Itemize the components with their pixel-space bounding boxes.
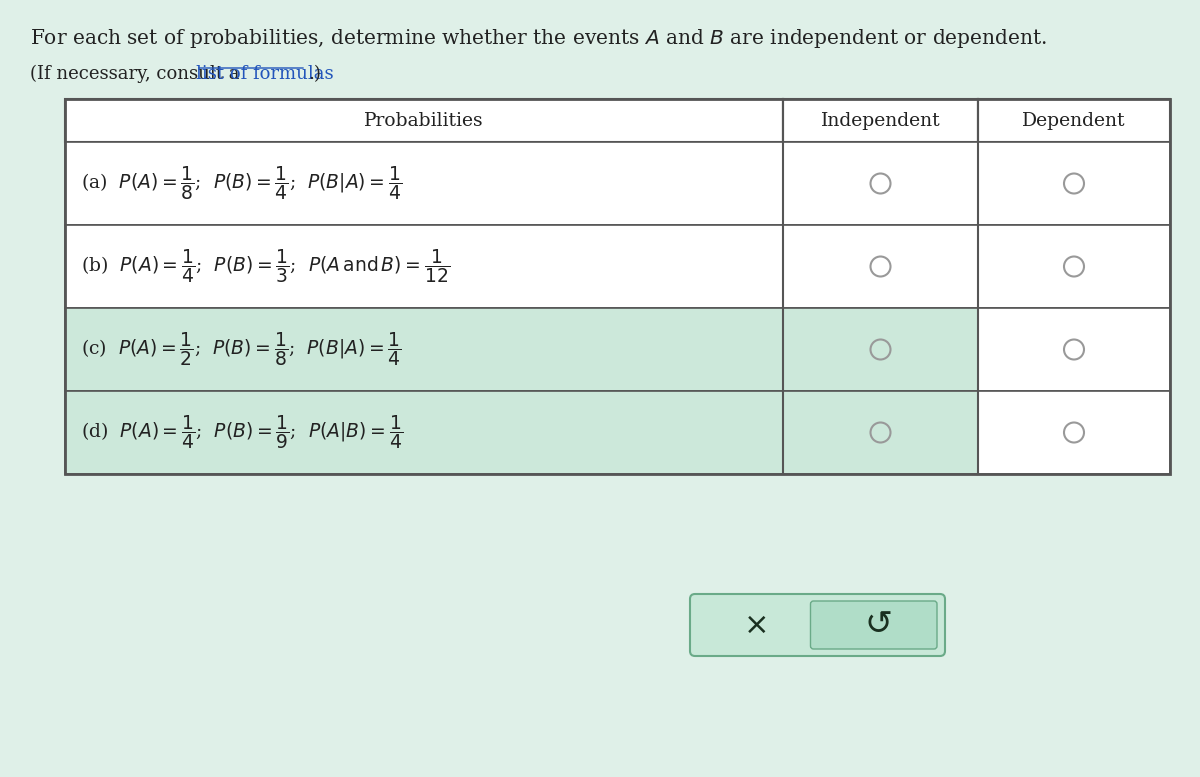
FancyBboxPatch shape <box>810 601 937 649</box>
Text: .): .) <box>308 65 320 83</box>
FancyBboxPatch shape <box>690 594 946 656</box>
Bar <box>978 142 1170 225</box>
Bar <box>65 99 1170 474</box>
Bar <box>65 391 784 474</box>
Bar <box>784 225 978 308</box>
Bar <box>65 99 784 142</box>
Bar <box>65 225 784 308</box>
Text: (a)  $P(A)=\dfrac{1}{8}$;  $P(B)=\dfrac{1}{4}$;  $P(B|A)=\dfrac{1}{4}$: (a) $P(A)=\dfrac{1}{8}$; $P(B)=\dfrac{1}… <box>82 165 402 203</box>
Bar <box>65 142 784 225</box>
Bar <box>978 225 1170 308</box>
Text: ×: × <box>744 611 769 639</box>
Bar <box>978 308 1170 391</box>
Text: (c)  $P(A)=\dfrac{1}{2}$;  $P(B)=\dfrac{1}{8}$;  $P(B|A)=\dfrac{1}{4}$: (c) $P(A)=\dfrac{1}{2}$; $P(B)=\dfrac{1}… <box>82 330 402 368</box>
Text: (d)  $P(A)=\dfrac{1}{4}$;  $P(B)=\dfrac{1}{9}$;  $P(A|B)=\dfrac{1}{4}$: (d) $P(A)=\dfrac{1}{4}$; $P(B)=\dfrac{1}… <box>82 413 403 451</box>
Bar <box>65 308 784 391</box>
Text: (b)  $P(A)=\dfrac{1}{4}$;  $P(B)=\dfrac{1}{3}$;  $P(A\,\mathrm{and}\,B)=\dfrac{1: (b) $P(A)=\dfrac{1}{4}$; $P(B)=\dfrac{1}… <box>82 248 450 285</box>
Bar <box>978 99 1170 142</box>
Bar <box>784 391 978 474</box>
Text: Independent: Independent <box>821 112 941 130</box>
Text: list of formulas: list of formulas <box>196 65 334 83</box>
Text: Probabilities: Probabilities <box>364 112 484 130</box>
Text: For each set of probabilities, determine whether the events $A$ and $B$ are inde: For each set of probabilities, determine… <box>30 27 1046 50</box>
Text: ↺: ↺ <box>865 608 893 642</box>
Bar <box>784 99 978 142</box>
Bar <box>978 391 1170 474</box>
Text: (If necessary, consult a: (If necessary, consult a <box>30 65 245 83</box>
Text: Dependent: Dependent <box>1022 112 1126 130</box>
Bar <box>784 308 978 391</box>
Bar <box>784 142 978 225</box>
